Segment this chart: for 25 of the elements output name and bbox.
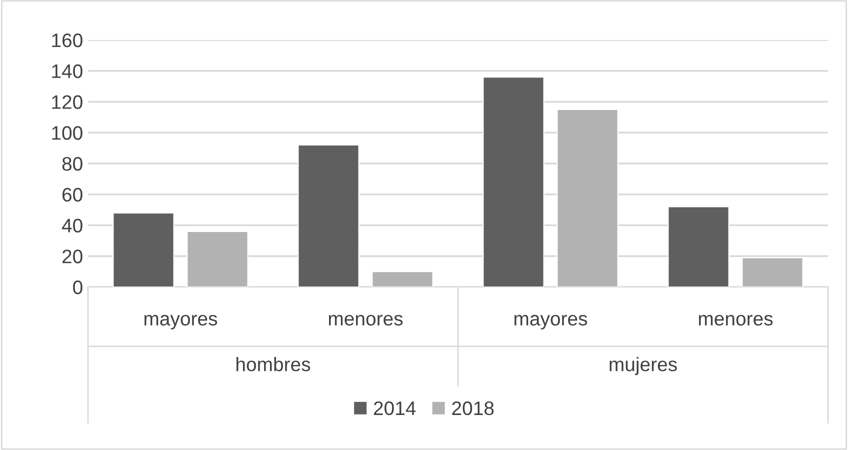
bar: [742, 257, 804, 287]
bar: [482, 76, 544, 287]
y-tick-label: 100: [52, 126, 82, 140]
bar: [372, 271, 434, 287]
bar: [298, 144, 360, 287]
bar: [556, 108, 618, 287]
bar: [112, 212, 174, 287]
y-tick-label: 120: [52, 95, 82, 109]
y-tick-label: 0: [73, 280, 82, 294]
text: hombres: [236, 356, 310, 372]
x-tick-label: mayores: [144, 314, 218, 330]
y-tick-label: 60: [62, 188, 82, 202]
legend-label: 2014: [374, 401, 416, 416]
legend-label: 2018: [452, 401, 494, 416]
x-tick-label: mayores: [514, 314, 588, 330]
y-tick-label: 140: [52, 64, 82, 78]
bar: [186, 230, 248, 287]
x-tick-label: menores: [698, 314, 773, 326]
y-tick-label: 40: [62, 218, 82, 232]
text: mujeres: [610, 356, 677, 376]
bar: [668, 206, 730, 287]
x-tick-label: menores: [328, 314, 403, 326]
y-tick-label: 80: [62, 156, 82, 171]
y-tick-label: 160: [52, 33, 82, 48]
y-tick-label: 20: [62, 250, 82, 264]
